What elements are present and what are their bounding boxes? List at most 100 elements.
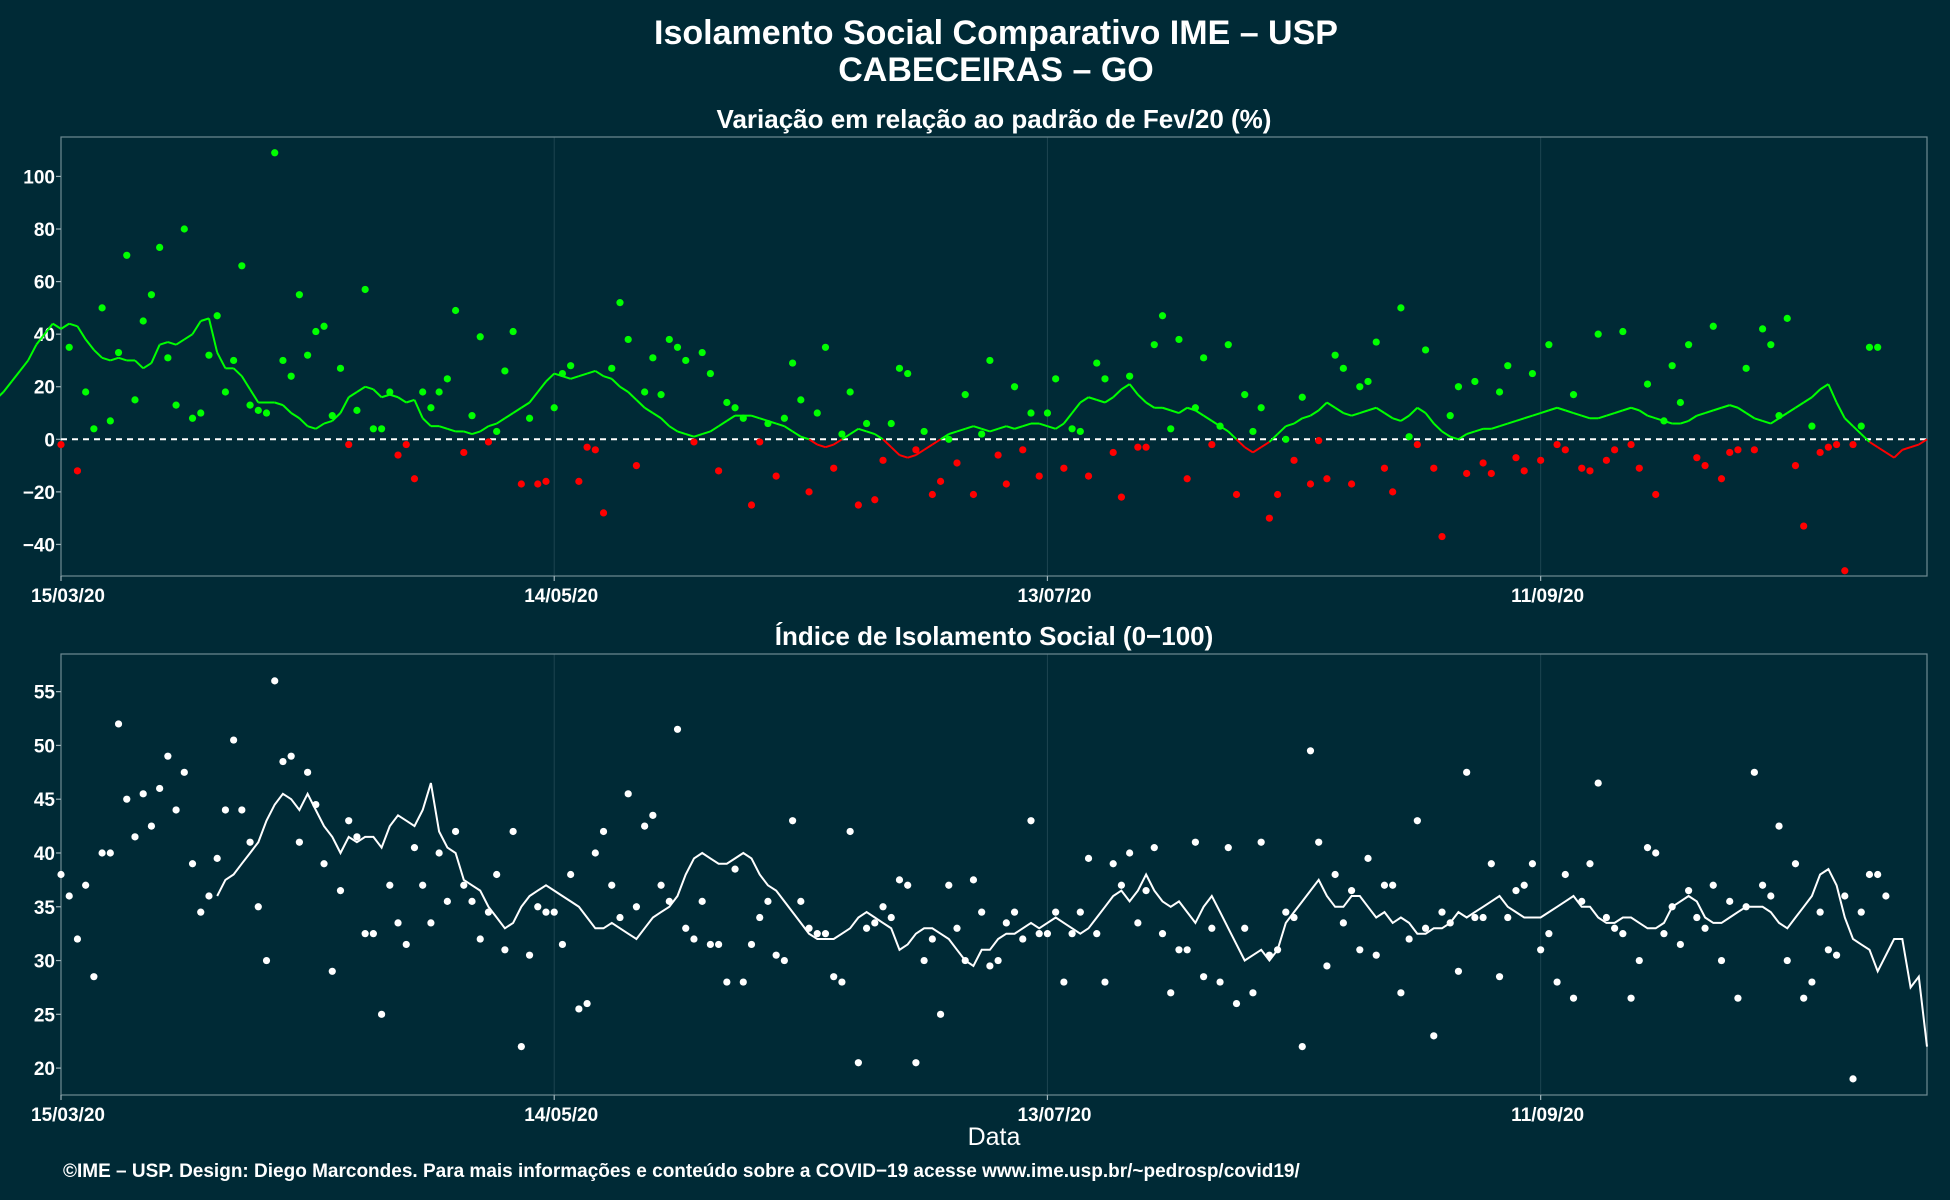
- data-point: [1734, 446, 1742, 454]
- data-point: [1693, 913, 1701, 922]
- moving-average-segment: [989, 427, 999, 433]
- data-point: [287, 752, 295, 760]
- data-point: [205, 351, 213, 359]
- moving-average-segment: [808, 438, 818, 446]
- data-point: [1273, 490, 1282, 499]
- data-point: [501, 367, 509, 375]
- moving-average-segment: [1162, 406, 1172, 412]
- data-point: [1306, 480, 1315, 488]
- data-point: [353, 833, 361, 841]
- data-point: [1528, 860, 1537, 868]
- data-point: [1241, 924, 1249, 932]
- data-point: [328, 412, 336, 420]
- data-point: [1183, 946, 1191, 954]
- moving-average-segment: [1581, 414, 1591, 420]
- data-point: [649, 354, 657, 362]
- data-point: [460, 448, 468, 457]
- moving-average-segment: [1597, 414, 1607, 420]
- data-point: [706, 940, 715, 949]
- panel-title: Índice de Isolamento Social (0−100): [775, 621, 1214, 651]
- data-point: [295, 838, 303, 846]
- moving-average-segment: [1392, 417, 1402, 422]
- data-point: [336, 887, 345, 895]
- data-point: [1668, 362, 1676, 370]
- data-point: [1413, 817, 1421, 825]
- data-point: [1701, 924, 1709, 932]
- data-point: [747, 501, 756, 509]
- data-point: [180, 768, 188, 776]
- data-point: [525, 414, 534, 422]
- moving-average-segment: [1573, 412, 1583, 417]
- data-point: [1824, 946, 1832, 954]
- moving-average-segment: [1408, 407, 1419, 417]
- moving-average-segment: [1737, 406, 1747, 414]
- data-point: [230, 736, 238, 744]
- moving-average-segment: [68, 322, 78, 328]
- data-point: [715, 467, 723, 475]
- moving-average-segment: [833, 438, 843, 446]
- moving-average-segment: [1811, 388, 1821, 398]
- moving-average-segment: [1235, 438, 1246, 448]
- data-point: [1446, 412, 1454, 420]
- data-point: [994, 956, 1002, 965]
- data-point: [1676, 398, 1684, 407]
- data-point: [320, 322, 328, 330]
- data-point: [1167, 989, 1175, 997]
- moving-average-line: [216, 782, 1928, 1047]
- data-point: [98, 849, 106, 857]
- data-point: [1405, 433, 1413, 441]
- moving-average-segment: [1852, 425, 1862, 435]
- data-point: [632, 903, 641, 911]
- data-point: [1619, 930, 1627, 938]
- moving-average-segment: [841, 433, 851, 441]
- moving-average-segment: [372, 388, 383, 398]
- moving-average-segment: [1885, 451, 1895, 459]
- data-point: [961, 391, 969, 399]
- data-point: [1183, 475, 1191, 483]
- data-point: [986, 356, 994, 365]
- data-point: [1241, 391, 1249, 399]
- data-point: [641, 822, 649, 830]
- data-point: [1791, 461, 1800, 470]
- data-point: [1832, 951, 1841, 959]
- data-point: [443, 897, 451, 905]
- data-point: [649, 811, 657, 819]
- data-point: [879, 456, 887, 464]
- data-point: [1857, 422, 1865, 430]
- data-point: [591, 849, 599, 857]
- data-point: [1191, 404, 1199, 412]
- data-point: [1084, 472, 1093, 480]
- moving-average-segment: [207, 318, 219, 353]
- data-point: [90, 973, 98, 981]
- moving-average-segment: [1227, 430, 1238, 441]
- data-point: [1717, 956, 1726, 965]
- data-point: [805, 488, 813, 496]
- data-point: [1397, 989, 1405, 997]
- data-point: [715, 940, 723, 949]
- data-point: [1347, 480, 1356, 488]
- data-point: [361, 285, 369, 294]
- data-point: [139, 317, 147, 325]
- data-point: [451, 306, 460, 315]
- data-point: [912, 446, 920, 454]
- moving-average-segment: [685, 433, 695, 438]
- moving-average-segment: [512, 406, 522, 414]
- data-point: [172, 806, 180, 814]
- data-point: [1693, 454, 1701, 462]
- data-point: [427, 404, 435, 412]
- data-point: [1109, 448, 1117, 457]
- data-point: [435, 849, 443, 857]
- moving-average-segment: [421, 417, 432, 427]
- moving-average-segment: [191, 320, 202, 335]
- data-point: [1512, 454, 1520, 462]
- moving-average-segment: [570, 375, 580, 380]
- moving-average-segment: [701, 430, 711, 436]
- data-point: [575, 477, 583, 485]
- data-point: [887, 419, 895, 428]
- moving-average-segment: [2, 380, 13, 393]
- moving-average-segment: [1499, 422, 1509, 428]
- data-point: [1643, 844, 1652, 852]
- data-point: [599, 827, 608, 836]
- moving-average-segment: [413, 399, 424, 419]
- data-point: [377, 1010, 386, 1018]
